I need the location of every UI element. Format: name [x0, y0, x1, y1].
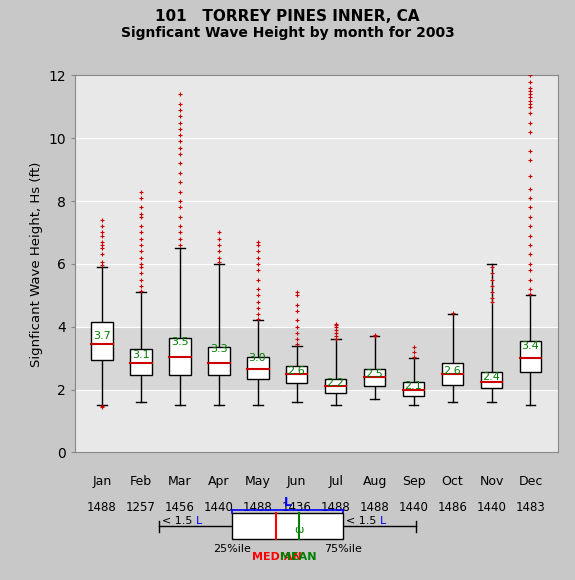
Text: Oct: Oct [442, 475, 463, 488]
Bar [442, 363, 463, 385]
Text: 3.1: 3.1 [132, 350, 150, 360]
Text: L: L [283, 496, 292, 509]
Text: 2.2: 2.2 [327, 378, 344, 388]
Text: 75%ile: 75%ile [324, 544, 362, 554]
Text: < 1.5: < 1.5 [162, 516, 196, 525]
Text: 1488: 1488 [243, 501, 273, 514]
Text: 1488: 1488 [87, 501, 117, 514]
Text: Jan: Jan [93, 475, 112, 488]
Bar [247, 357, 269, 379]
Text: 2.5: 2.5 [366, 369, 384, 379]
Text: 3.3: 3.3 [210, 344, 227, 354]
Text: Mar: Mar [168, 475, 191, 488]
Bar [364, 369, 385, 386]
Text: 3.0: 3.0 [248, 353, 266, 363]
Text: 1440: 1440 [204, 501, 234, 514]
Bar [520, 341, 541, 372]
Text: 1456: 1456 [165, 501, 195, 514]
Text: < 1.5: < 1.5 [346, 516, 380, 525]
Text: 1488: 1488 [360, 501, 389, 514]
Text: MEDIAN: MEDIAN [252, 552, 301, 563]
Bar [325, 379, 347, 393]
Bar [481, 372, 502, 388]
Text: 1440: 1440 [477, 501, 507, 514]
Text: 3.7: 3.7 [93, 331, 110, 341]
Bar [232, 513, 343, 539]
Text: L: L [196, 516, 202, 525]
Text: Jul: Jul [328, 475, 343, 488]
Text: Apr: Apr [208, 475, 229, 488]
Bar [75, 327, 558, 390]
Text: 2.4: 2.4 [482, 372, 500, 382]
Text: 3.4: 3.4 [522, 340, 539, 350]
Text: 101   TORREY PINES INNER, CA: 101 TORREY PINES INNER, CA [155, 9, 420, 24]
Text: 1440: 1440 [398, 501, 428, 514]
Text: Dec: Dec [518, 475, 543, 488]
Text: 2.6: 2.6 [443, 366, 461, 376]
Text: Aug: Aug [362, 475, 387, 488]
Text: MEAN: MEAN [280, 552, 317, 563]
Text: Sep: Sep [402, 475, 426, 488]
Text: 1486: 1486 [438, 501, 467, 514]
Text: 2.1: 2.1 [404, 382, 422, 392]
Text: Feb: Feb [130, 475, 152, 488]
Text: 3.5: 3.5 [171, 338, 189, 347]
Text: Jun: Jun [287, 475, 306, 488]
Bar [91, 322, 113, 360]
Text: 2.6: 2.6 [288, 366, 305, 376]
Text: ω: ω [294, 525, 303, 535]
Text: Nov: Nov [480, 475, 504, 488]
Bar [169, 338, 191, 375]
Bar [208, 347, 229, 375]
Y-axis label: Signficant Wave Height, Hs (ft): Signficant Wave Height, Hs (ft) [29, 161, 43, 367]
Text: 1436: 1436 [282, 501, 312, 514]
Text: 1488: 1488 [321, 501, 351, 514]
Text: May: May [245, 475, 271, 488]
Text: L: L [380, 516, 386, 525]
Text: Signficant Wave Height by month for 2003: Signficant Wave Height by month for 2003 [121, 26, 454, 40]
Bar [131, 349, 152, 375]
Bar [403, 382, 424, 396]
Text: 1257: 1257 [126, 501, 156, 514]
Text: 1483: 1483 [516, 501, 545, 514]
Text: 25%ile: 25%ile [213, 544, 251, 554]
Bar [286, 366, 308, 383]
